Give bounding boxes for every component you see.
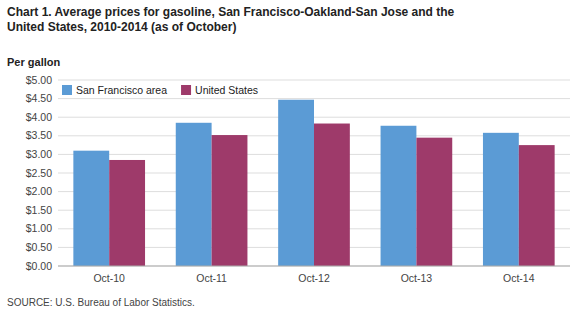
y-tick-label: $5.00 xyxy=(26,74,52,86)
grid-line xyxy=(58,266,570,267)
bar xyxy=(212,135,248,266)
bar xyxy=(176,123,212,266)
x-tick-label: Oct-13 xyxy=(401,272,433,284)
y-tick-label: $4.50 xyxy=(26,92,52,104)
bar xyxy=(109,160,145,266)
bar xyxy=(314,124,350,266)
legend-label: United States xyxy=(195,84,258,96)
legend: San Francisco area United States xyxy=(62,84,258,96)
x-tick-label: Oct-12 xyxy=(298,272,330,284)
legend-swatch xyxy=(62,85,72,95)
bar xyxy=(519,145,555,266)
y-tick-label: $3.50 xyxy=(26,129,52,141)
x-axis-line xyxy=(58,266,570,267)
y-tick-label: $0.50 xyxy=(26,241,52,253)
bar xyxy=(416,138,452,266)
x-tick-label: Oct-14 xyxy=(503,272,535,284)
source-note: SOURCE: U.S. Bureau of Labor Statistics. xyxy=(7,297,195,308)
background xyxy=(0,0,579,312)
legend-label: San Francisco area xyxy=(76,84,167,96)
bar xyxy=(483,133,519,266)
title: Chart 1. Average prices for gasoline, Sa… xyxy=(7,5,455,34)
legend-swatch xyxy=(181,85,191,95)
y-tick-label: $2.00 xyxy=(26,185,52,197)
grid-line xyxy=(58,98,570,99)
y-tick-label: $4.00 xyxy=(26,111,52,123)
y-tick-label: $1.50 xyxy=(26,204,52,216)
y-axis-label: Per gallon xyxy=(7,56,60,68)
bar xyxy=(278,100,314,266)
x-tick-label: Oct-11 xyxy=(196,272,227,284)
y-tick-label: $2.50 xyxy=(26,167,52,179)
y-axis: $0.00 $0.50 $1.00 $1.50 $2.00 $2.50 $3.00 $3.50… xyxy=(26,74,570,272)
chart: Chart 1. Average prices for gasoline, Sa… xyxy=(0,0,579,312)
bar xyxy=(381,126,417,266)
bars xyxy=(73,100,554,266)
y-tick-label: $0.00 xyxy=(26,260,52,272)
y-tick-label: $3.00 xyxy=(26,148,52,160)
y-tick-label: $1.00 xyxy=(26,222,52,234)
bar xyxy=(73,151,109,266)
grid-line xyxy=(58,80,570,81)
x-tick-label: Oct-10 xyxy=(93,272,125,284)
